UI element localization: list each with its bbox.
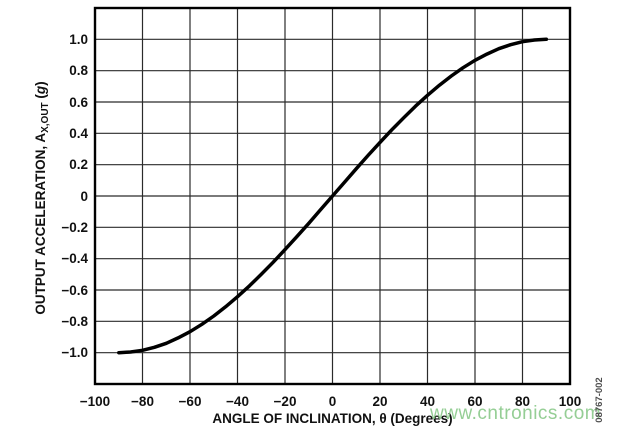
y-axis-title-unit-open: ( xyxy=(33,94,48,103)
y-axis-title-main: OUTPUT ACCELERATION, A xyxy=(33,132,48,315)
y-tick-label: −0.6 xyxy=(61,282,88,298)
y-tick-label: −0.4 xyxy=(61,251,88,267)
y-tick-label: 0.8 xyxy=(69,63,88,79)
x-tick-label: −60 xyxy=(178,394,202,409)
x-tick-label: 40 xyxy=(419,394,436,409)
y-tick-label: −0.2 xyxy=(61,219,88,235)
data-curve xyxy=(117,37,549,355)
gridlines xyxy=(95,8,570,384)
y-tick-label: 0.6 xyxy=(69,94,88,110)
y-axis-title-unit-close: ) xyxy=(33,81,48,86)
y-tick-label: 0 xyxy=(80,188,88,204)
x-tick-label: −20 xyxy=(273,394,297,409)
x-tick-label: −100 xyxy=(79,394,111,409)
x-tick-label: −80 xyxy=(131,394,154,409)
plot-frame xyxy=(93,6,572,386)
x-axis-title: ANGLE OF INCLINATION, θ (Degrees) xyxy=(212,411,453,426)
x-tick-label: 20 xyxy=(372,394,388,409)
x-tick-label: 0 xyxy=(328,394,337,409)
watermark-text: www.cntronics.com xyxy=(430,403,602,424)
y-tick-label: −1.0 xyxy=(61,345,88,361)
x-tick-label: 80 xyxy=(514,394,531,409)
y-tick-label: 1.0 xyxy=(69,31,88,47)
x-tick-label: 100 xyxy=(558,394,582,409)
y-tick-label: 0.4 xyxy=(69,125,88,141)
x-tick-label: 60 xyxy=(467,394,483,409)
y-axis-title: OUTPUT ACCELERATION, AX,OUT (g) xyxy=(33,48,51,348)
y-axis-title-subscript: X,OUT xyxy=(40,102,51,133)
y-tick-label: −0.8 xyxy=(61,313,88,329)
y-axis-title-unit-g: g xyxy=(33,85,48,95)
figure-number-label: 08767-002 xyxy=(594,377,605,423)
y-tick-label: 0.2 xyxy=(69,157,88,173)
x-tick-label: −40 xyxy=(226,394,249,409)
